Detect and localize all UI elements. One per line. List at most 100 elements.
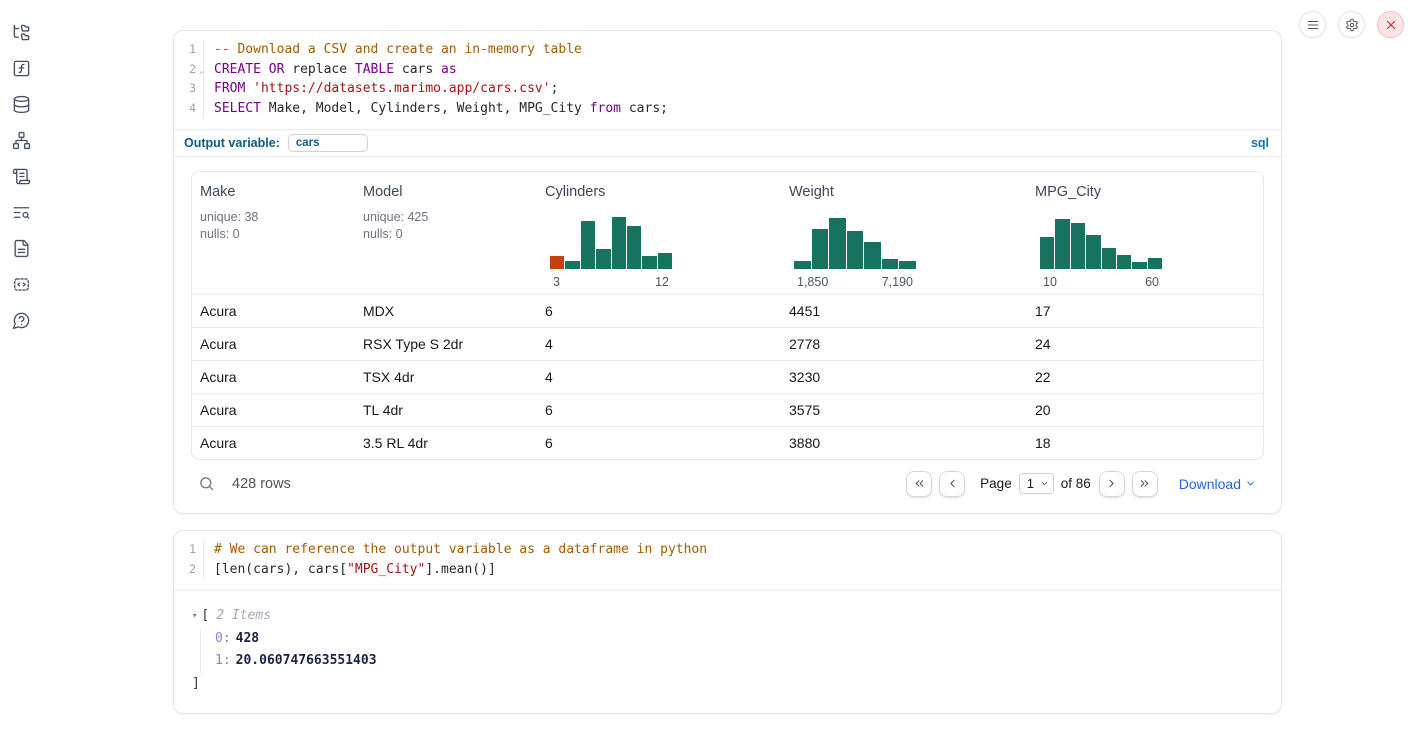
histogram-bar [1147,258,1162,269]
table-cell: 3575 [789,402,821,418]
page-select[interactable]: 1 [1018,473,1054,494]
column-header-model[interactable]: Model unique: 425 nulls: 0 [355,172,537,294]
output-variable-label: Output variable: [184,136,280,150]
scratchpad-icon[interactable] [11,167,31,186]
page-total: of 86 [1060,476,1091,491]
hamburger-icon [1307,20,1318,29]
table-cell: 4451 [789,303,821,319]
language-badge[interactable]: sql [1250,136,1269,150]
column-header-cylinders[interactable]: Cylinders 3 12 [537,172,781,294]
column-header-mpg_city[interactable]: MPG_City 10 60 [1027,172,1263,294]
table-cell: 6 [545,402,553,418]
settings-button[interactable] [1338,11,1365,38]
histogram-bar [899,261,917,269]
table-cell: 24 [1035,336,1051,352]
table-cell: 3.5 RL 4dr [363,435,428,451]
column-name: Model [363,184,403,200]
left-sidebar [11,23,31,330]
snippets-icon[interactable] [11,275,31,294]
histogram-axis-labels: 3 12 [553,275,669,289]
column-header-weight[interactable]: Weight 1,850 7,190 [781,172,1027,294]
menu-button[interactable] [1299,11,1326,38]
table-cell: 3230 [789,369,821,385]
help-icon[interactable] [11,311,31,330]
histogram-axis-labels: 10 60 [1043,275,1159,289]
table-cell: TL 4dr [363,402,403,418]
table-cell: Acura [200,435,237,451]
notebook: 1 -- Download a CSV and create an in-memo… [173,30,1282,714]
chevrons-left-icon [915,480,923,487]
fold-chevron-icon[interactable]: ⌄ [199,65,204,75]
column-name: MPG_City [1035,184,1102,200]
functions-icon[interactable] [11,59,31,78]
column-histogram [550,215,672,269]
collapse-chevron-icon[interactable]: ▾ [192,611,198,621]
datasources-icon[interactable] [11,95,31,114]
table-cell: 17 [1035,303,1051,319]
sql-cell: 1 -- Download a CSV and create an in-memo… [173,30,1282,514]
histogram-bar [794,261,811,269]
output-variable-bar: Output variable: sql [174,129,1281,157]
line-number: 4 [174,98,204,118]
table-cell: 2778 [789,336,821,352]
output-variable-input[interactable] [287,134,368,152]
table-row[interactable]: Acura 3.5 RL 4dr 6 3880 18 [192,426,1263,459]
pagination: Page 1 of 86 Download [906,470,1256,497]
python-output-area: ▾ [ 2 Items 0: 428 1: 20.060747663551403 ] [174,590,1281,713]
table-cell: 6 [545,303,553,319]
table-row[interactable]: Acura MDX 6 4451 17 [192,294,1263,327]
histogram-bar [881,259,899,269]
download-label: Download [1178,475,1241,492]
previous-page-button[interactable] [939,470,966,497]
table-row[interactable]: Acura TSX 4dr 4 3230 22 [192,360,1263,393]
chevron-right-icon [1109,479,1114,488]
last-page-button[interactable] [1131,470,1158,497]
table-cell: 22 [1035,369,1051,385]
line-number: 3 [174,79,204,99]
sql-code-editor[interactable]: 1 -- Download a CSV and create an in-memo… [174,31,1281,129]
dependencies-icon[interactable] [11,131,31,150]
table-cell: 4 [545,369,553,385]
table-header-row: Make unique: 38 nulls: 0 Model unique: 425 nu… [192,172,1263,294]
first-page-button[interactable] [906,470,933,497]
table-body: Acura MDX 6 4451 17 Acura RSX Type S 2dr 4 2778 2… [192,294,1263,459]
file-explorer-icon[interactable] [11,23,31,42]
next-page-button[interactable] [1098,470,1125,497]
table-row[interactable]: Acura TL 4dr 6 3575 20 [192,393,1263,426]
logs-icon[interactable] [11,203,31,222]
python-cell: 1 # We can reference the output variable … [173,530,1282,714]
histogram-bar [1132,262,1147,269]
window-controls [1299,11,1404,38]
histogram-bar [846,231,864,269]
search-button[interactable] [198,475,215,492]
histogram-bar [829,218,846,269]
code-text: CREATE OR replace TABLE cars as [214,61,457,77]
table-row[interactable]: Acura RSX Type S 2dr 4 2778 24 [192,327,1263,360]
close-icon [1386,20,1395,29]
table-cell: TSX 4dr [363,369,415,385]
open-bracket: [ [201,608,210,623]
histogram-bar [1055,219,1070,269]
column-histogram [794,215,917,269]
chevrons-right-icon [1140,480,1149,487]
chevron-down-icon [1247,481,1254,486]
histogram-bar [611,217,626,269]
items-summary: 2 Items [216,608,272,623]
output-item: 0: 428 [215,630,260,646]
code-text: # We can reference the output variable a… [214,542,708,557]
code-line: 4 SELECT Make, Model, Cylinders, Weight, … [174,98,1281,118]
documentation-icon[interactable] [11,239,31,258]
table-cell: 20 [1035,402,1051,418]
column-header-make[interactable]: Make unique: 38 nulls: 0 [192,172,355,294]
histogram-bar [596,249,611,269]
column-stats: unique: 38 nulls: 0 [200,210,259,241]
download-button[interactable]: Download [1179,476,1256,492]
line-number: 2 [174,559,204,579]
output-item: 1: 20.060747663551403 [215,653,377,668]
shutdown-button[interactable] [1377,11,1404,38]
line-number: 2 ⌄ [174,59,204,79]
table-footer: 428 rows Page 1 of 86 [191,470,1264,497]
histogram-bar [1086,235,1101,269]
python-code-editor[interactable]: 1 # We can reference the output variable … [174,531,1281,590]
code-line: 3 FROM 'https://datasets.marimo.app/cars.… [174,79,1281,99]
